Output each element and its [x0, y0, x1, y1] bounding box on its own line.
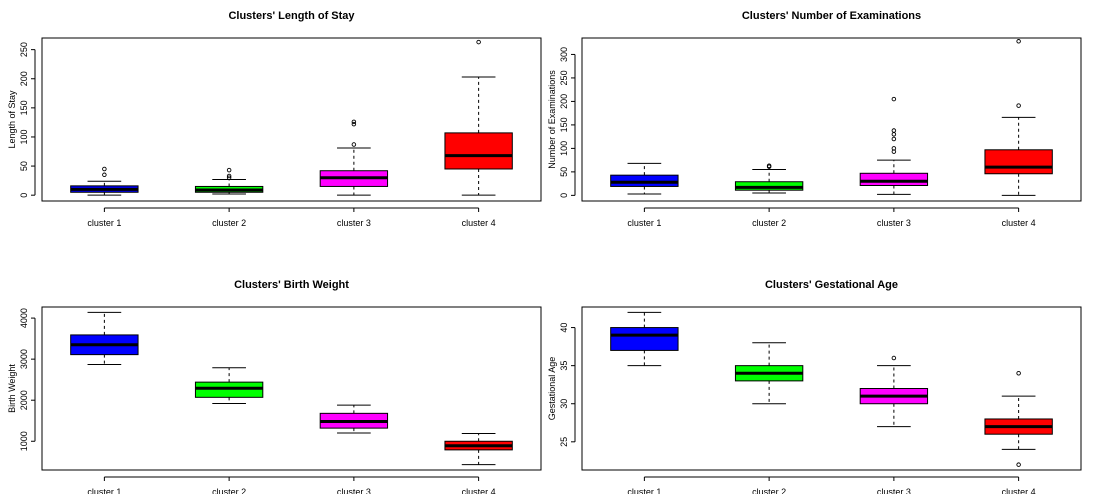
x-tick-label: cluster 1 — [87, 218, 121, 228]
chart-panel-1: Clusters' Length of Stay Length of Stay 0 5… — [7, 10, 542, 228]
chart-panel-4: Clusters' Gestational Age Gestational Age… — [547, 279, 1082, 497]
outlier-point — [102, 172, 107, 178]
y-tick-label: 150 — [19, 100, 29, 115]
box-2 — [194, 367, 264, 404]
outlier-point — [226, 173, 232, 179]
x-tick-label: cluster 3 — [877, 218, 911, 228]
outlier-point — [351, 142, 357, 147]
y-tick-label: 300 — [559, 47, 569, 62]
x-tick-label: cluster 4 — [462, 218, 496, 228]
outlier-point — [351, 119, 357, 125]
x-tick-label: cluster 2 — [752, 487, 786, 494]
x-tick-label: cluster 1 — [627, 487, 661, 494]
box-4 — [984, 371, 1053, 467]
y-tick-label: 40 — [559, 323, 569, 333]
y-tick-label: 2000 — [19, 390, 29, 410]
outlier-point — [1016, 103, 1021, 108]
chart-panel-2: Clusters' Number of Examinations Number o… — [547, 10, 1082, 228]
plot-frame — [581, 306, 1082, 471]
x-tick-label: cluster 2 — [212, 218, 246, 228]
iqr-box — [444, 132, 513, 170]
box-1 — [610, 311, 679, 367]
y-tick-label: 100 — [19, 129, 29, 144]
chart-title: Clusters' Gestational Age — [765, 279, 898, 291]
outlier-point — [891, 136, 897, 142]
box-3 — [319, 404, 389, 434]
chart-panel-3: Clusters' Birth Weight Birth Weight 1000 20… — [7, 279, 542, 497]
y-tick-label: 250 — [19, 42, 29, 57]
box-3 — [319, 119, 389, 196]
y-tick-label: 250 — [559, 70, 569, 85]
outlier-point — [476, 39, 481, 45]
box-1 — [70, 311, 139, 365]
y-tick-label: 1000 — [19, 431, 29, 451]
x-tick-label: cluster 1 — [87, 487, 121, 494]
y-tick-label: 100 — [559, 141, 569, 156]
outlier-point — [891, 355, 897, 361]
y-tick-label: 0 — [559, 193, 569, 198]
chart-title: Clusters' Length of Stay — [228, 10, 355, 22]
outlier-point — [891, 132, 897, 137]
y-tick-label: 25 — [559, 437, 569, 447]
y-tick-label: 150 — [559, 117, 569, 132]
iqr-box — [859, 172, 929, 186]
x-tick-label: cluster 4 — [1002, 218, 1036, 228]
x-tick-label: cluster 2 — [752, 218, 786, 228]
y-tick-label: 3000 — [19, 349, 29, 369]
box-1 — [70, 166, 139, 196]
outlier-point — [1016, 39, 1021, 44]
x-tick-label: cluster 1 — [627, 218, 661, 228]
y-axis-label: Length of Stay — [7, 90, 17, 149]
box-2 — [194, 167, 264, 195]
x-tick-label: cluster 4 — [462, 487, 496, 494]
box-3 — [859, 96, 929, 195]
iqr-box — [610, 327, 679, 351]
x-tick-label: cluster 3 — [337, 487, 371, 494]
outlier-point — [891, 96, 897, 102]
box-4 — [984, 39, 1053, 196]
x-tick-label: cluster 3 — [877, 487, 911, 494]
box-1 — [610, 162, 679, 195]
y-tick-label: 0 — [19, 193, 29, 198]
outlier-point — [1016, 371, 1021, 376]
y-tick-label: 200 — [19, 71, 29, 86]
box-4 — [444, 39, 513, 196]
y-tick-label: 30 — [559, 399, 569, 409]
chart-title: Clusters' Birth Weight — [234, 279, 349, 291]
outlier-point — [1016, 462, 1021, 467]
outlier-point — [226, 175, 232, 180]
x-tick-label: cluster 4 — [1002, 487, 1036, 494]
outlier-point — [766, 163, 772, 169]
y-axis-label: Number of Examinations — [547, 70, 557, 169]
box-4 — [444, 432, 513, 466]
plot-frame — [41, 306, 542, 471]
x-tick-label: cluster 3 — [337, 218, 371, 228]
iqr-box — [984, 149, 1053, 175]
box-3 — [859, 355, 929, 428]
y-tick-label: 35 — [559, 361, 569, 371]
outlier-point — [351, 121, 357, 127]
plot-frame — [41, 37, 542, 202]
outlier-point — [226, 167, 232, 173]
outlier-point — [891, 128, 897, 133]
outlier-point — [102, 166, 107, 172]
y-axis-label: Gestational Age — [547, 357, 557, 421]
plot-frame — [581, 37, 1082, 202]
box-2 — [734, 342, 804, 405]
box-2 — [734, 163, 804, 194]
y-tick-label: 50 — [19, 161, 29, 171]
y-axis-label: Birth Weight — [7, 364, 17, 413]
outlier-point — [891, 146, 897, 151]
chart-title: Clusters' Number of Examinations — [742, 10, 921, 22]
y-tick-label: 200 — [559, 94, 569, 109]
y-tick-label: 50 — [559, 167, 569, 177]
x-tick-label: cluster 2 — [212, 487, 246, 494]
y-tick-label: 4000 — [19, 308, 29, 328]
